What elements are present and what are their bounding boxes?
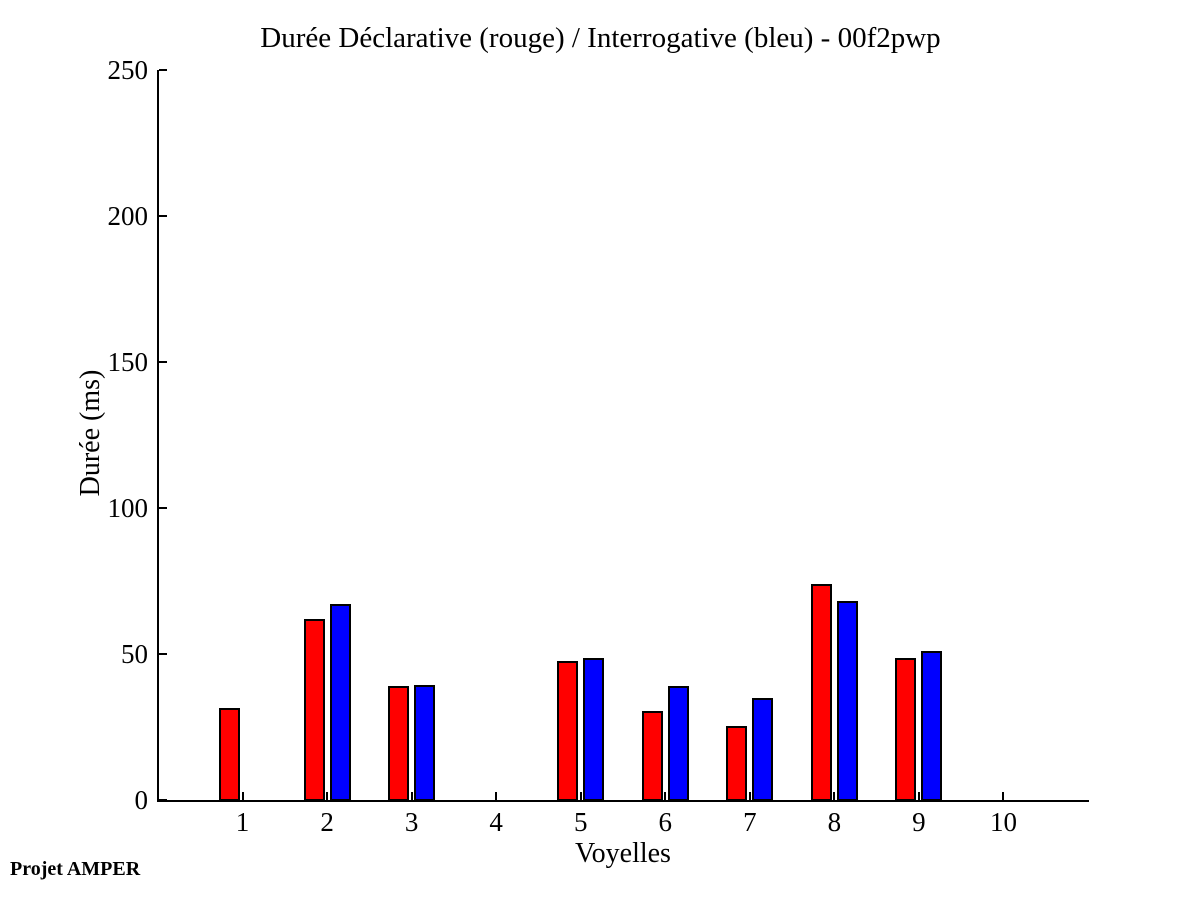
y-axis-tick [159,507,167,509]
bar-interrogative-5 [583,658,604,801]
bar-déclarative-5 [557,661,578,801]
x-axis-tick [664,792,667,800]
x-tick-label: 2 [320,807,334,837]
x-tick-label: 9 [912,807,926,837]
bar-déclarative-7 [726,726,747,801]
y-axis-tick [159,215,167,217]
bar-déclarative-6 [642,711,663,801]
x-axis-label: Voyelles [575,838,671,869]
x-tick-label: 10 [989,807,1017,837]
bar-interrogative-6 [668,686,689,801]
bar-interrogative-2 [330,604,351,801]
x-axis-tick [410,792,413,800]
bar-interrogative-8 [837,601,858,801]
x-axis-tick [748,792,751,800]
bar-déclarative-3 [388,686,409,801]
bar-interrogative-7 [752,698,773,801]
y-tick-label: 150 [107,347,149,377]
y-tick-label: 0 [134,785,149,815]
y-axis-tick [159,653,167,655]
x-axis-tick [1002,792,1005,800]
x-axis-line [157,800,1089,802]
x-tick-label: 4 [489,807,503,837]
x-axis-tick [917,792,920,800]
bar-interrogative-9 [921,651,942,801]
x-tick-label: 6 [658,807,673,837]
x-axis-tick [326,792,329,800]
bar-déclarative-8 [811,584,832,801]
bar-déclarative-9 [895,658,916,801]
y-tick-label: 200 [107,201,149,231]
x-axis-tick [579,792,582,800]
y-tick-label: 50 [121,639,148,669]
y-tick-label: 250 [107,55,149,85]
x-tick-label: 1 [235,807,250,837]
y-axis-label: Durée (ms) [75,369,106,497]
x-axis-tick [495,792,498,800]
x-axis-tick [241,792,244,800]
x-tick-label: 7 [743,807,757,837]
bar-déclarative-2 [304,619,325,801]
y-axis-tick [159,799,167,801]
bar-déclarative-1 [219,708,240,801]
y-tick-label: 100 [107,493,149,523]
x-tick-label: 8 [827,807,842,837]
y-axis-line [157,70,159,802]
y-axis-tick [159,69,167,71]
project-footer-label: Projet AMPER [10,858,141,880]
x-tick-label: 5 [573,807,588,837]
bar-interrogative-3 [414,685,435,801]
y-axis-tick [159,361,167,363]
x-axis-tick [833,792,836,800]
x-tick-label: 3 [404,807,419,837]
chart-title: Durée Déclarative (rouge) / Interrogativ… [260,22,941,54]
